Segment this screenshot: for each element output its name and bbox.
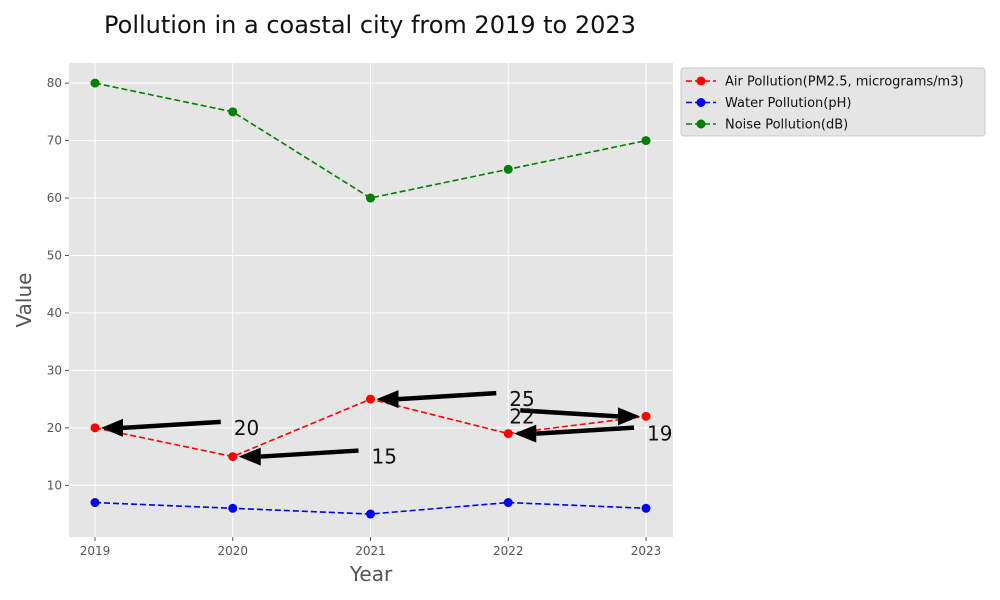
y-tick-label: 30 <box>47 363 62 377</box>
legend-label: Noise Pollution(dB) <box>725 118 848 133</box>
annotation-arrow-shaft <box>520 408 619 419</box>
series-0 <box>90 394 651 462</box>
legend: Air Pollution(PM2.5, micrograms/m3) Water… <box>680 67 986 137</box>
series-2 <box>90 78 651 203</box>
y-tick-label: 80 <box>47 76 62 90</box>
annotation-label: 25 <box>509 387 534 411</box>
legend-item: Air Pollution(PM2.5, micrograms/m3) <box>686 75 964 90</box>
chart-title: Pollution in a coastal city from 2019 to… <box>104 11 636 39</box>
data-point <box>90 498 100 508</box>
legend-marker <box>696 76 706 86</box>
y-tick-label: 50 <box>47 248 62 262</box>
data-point <box>503 429 513 439</box>
annotation: 22 <box>509 404 640 428</box>
y-tick-label: 10 <box>47 478 62 492</box>
series-1 <box>90 498 651 519</box>
data-point <box>503 498 513 508</box>
legend-box <box>680 67 986 137</box>
legend-item: Water Pollution(pH) <box>686 96 851 111</box>
annotation: 25 <box>376 387 535 411</box>
x-tick-label: 2020 <box>217 544 248 558</box>
annotation: 15 <box>238 445 397 469</box>
data-point <box>366 509 375 519</box>
annotation-arrow-head <box>376 390 399 409</box>
annotation-arrow-head <box>238 447 261 466</box>
data-point <box>366 193 375 203</box>
x-axis-title: Year <box>349 562 393 586</box>
data-point <box>90 423 100 433</box>
series-lines <box>90 78 651 519</box>
series-line <box>94 82 647 199</box>
data-point <box>228 107 238 117</box>
x-tick-label: 2021 <box>355 544 386 558</box>
annotation-arrow-shaft <box>536 425 635 436</box>
legend-item: Noise Pollution(dB) <box>686 118 848 133</box>
y-tick-label: 60 <box>47 191 62 205</box>
data-point <box>366 394 375 404</box>
y-tick-label: 20 <box>47 421 62 435</box>
x-tick-label: 2019 <box>80 544 111 558</box>
legend-marker <box>696 98 706 107</box>
annotation-arrow-shaft <box>122 419 221 431</box>
legend-marker <box>696 119 706 129</box>
data-point <box>90 78 100 88</box>
annotation-arrow-head <box>101 418 123 437</box>
data-point <box>228 452 238 462</box>
annotation-arrow-shaft <box>398 390 497 402</box>
y-axis-title: Value <box>12 273 36 328</box>
legend-label: Water Pollution(pH) <box>725 96 851 111</box>
annotation-label: 19 <box>647 422 672 446</box>
annotation-label: 15 <box>372 445 397 469</box>
data-point <box>641 503 651 513</box>
y-tick-label: 40 <box>47 306 62 320</box>
annotation-arrow-shaft <box>260 448 359 459</box>
annotation-arrow-head <box>618 407 640 426</box>
data-point <box>641 136 651 146</box>
legend-label: Air Pollution(PM2.5, micrograms/m3) <box>725 75 964 90</box>
annotation: 20 <box>101 416 259 440</box>
annotation-label: 22 <box>509 404 534 428</box>
y-tick-labels: 10 20 30 40 50 60 70 80 <box>47 76 69 492</box>
x-tick-label: 2023 <box>631 544 662 558</box>
data-point <box>641 411 651 421</box>
data-point <box>228 503 238 513</box>
x-tick-label: 2022 <box>493 544 524 558</box>
annotation-label: 20 <box>234 416 259 440</box>
annotation-arrow-head <box>514 424 537 443</box>
data-point <box>503 164 513 174</box>
y-tick-label: 70 <box>47 134 62 148</box>
annotation: 19 <box>514 422 672 446</box>
x-tick-labels: 2019 2020 2021 2022 2023 <box>80 537 662 558</box>
